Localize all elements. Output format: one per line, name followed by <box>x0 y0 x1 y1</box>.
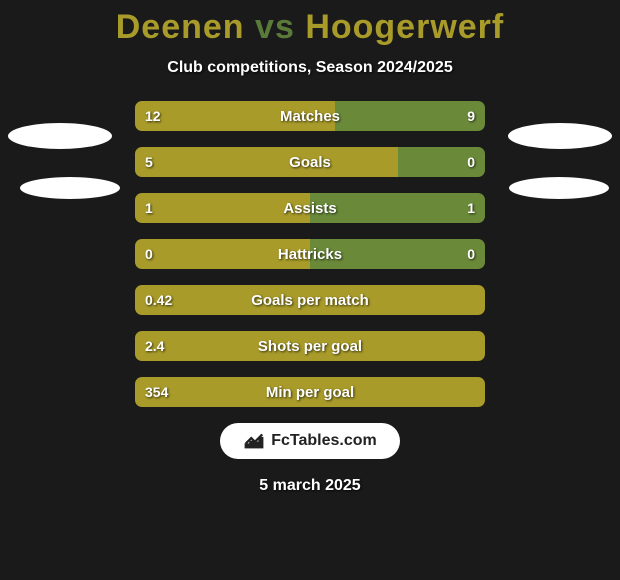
stat-label: Shots per goal <box>135 331 485 361</box>
stat-label: Hattricks <box>135 239 485 269</box>
stat-value-right: 1 <box>467 193 475 223</box>
stat-label: Matches <box>135 101 485 131</box>
stat-value-right: 0 <box>467 147 475 177</box>
title-player1: Deenen <box>116 8 245 46</box>
page-title: Deenen vs Hoogerwerf <box>0 0 620 47</box>
stat-label: Min per goal <box>135 377 485 407</box>
stat-row: 12Matches9 <box>135 101 485 131</box>
logo-text: FcTables.com <box>271 432 377 450</box>
silhouette-oval <box>509 177 609 199</box>
silhouette-oval <box>20 177 120 199</box>
stat-row: 5Goals0 <box>135 147 485 177</box>
chart-icon <box>243 428 265 455</box>
stat-label: Assists <box>135 193 485 223</box>
stat-value-right: 9 <box>467 101 475 131</box>
silhouette-oval <box>8 123 112 149</box>
stat-label: Goals per match <box>135 285 485 315</box>
title-player2: Hoogerwerf <box>305 8 504 46</box>
date-label: 5 march 2025 <box>0 477 620 495</box>
stat-row: 0.42Goals per match <box>135 285 485 315</box>
subtitle: Club competitions, Season 2024/2025 <box>0 59 620 77</box>
stat-label: Goals <box>135 147 485 177</box>
silhouette-oval <box>508 123 612 149</box>
stat-value-right: 0 <box>467 239 475 269</box>
stat-row: 354Min per goal <box>135 377 485 407</box>
logo-box: FcTables.com <box>220 423 400 459</box>
stats-rows: 12Matches95Goals01Assists10Hattricks00.4… <box>135 101 485 407</box>
stat-row: 0Hattricks0 <box>135 239 485 269</box>
stat-row: 1Assists1 <box>135 193 485 223</box>
stat-row: 2.4Shots per goal <box>135 331 485 361</box>
title-vs: vs <box>255 8 295 46</box>
